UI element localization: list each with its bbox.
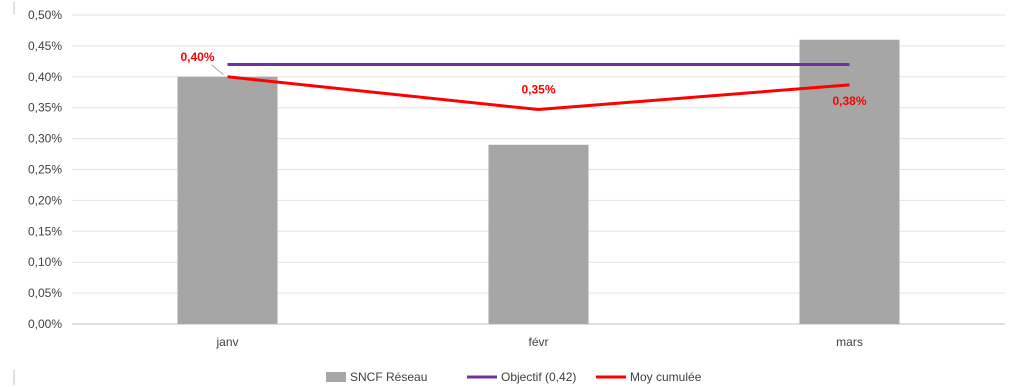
legend: SNCF Réseau Objectif (0,42) Moy cumulée [326,370,702,384]
y-tick-label: 0,40% [28,70,62,84]
legend-label: SNCF Réseau [350,370,427,384]
bar-series [177,39,900,324]
x-category-label: janv [215,335,238,349]
bar-févr [488,144,589,324]
y-tick-label: 0,25% [28,163,62,177]
legend-label: Moy cumulée [630,370,702,384]
y-tick-label: 0,50% [28,8,62,22]
x-axis: janv févr mars [215,335,862,349]
line-series [227,62,850,112]
y-tick-label: 0,45% [28,39,62,53]
bar-mars [799,39,900,324]
data-labels: 0,40% 0,35% 0,38% [180,50,866,108]
y-axis: 0,00% 0,05% 0,10% 0,15% 0,20% 0,25% 0,30% 0,35%… [28,8,62,331]
legend-label: Objectif (0,42) [501,370,576,384]
moy-cumulee-data-label: 0,40% [180,50,214,64]
y-tick-label: 0,05% [28,286,62,300]
y-tick-label: 0,35% [28,101,62,115]
x-category-label: févr [528,335,548,349]
bar-janv [177,76,278,324]
y-tick-label: 0,15% [28,224,62,238]
moy-cumulee-line [227,75,850,112]
legend-swatch-bar [326,372,346,382]
moy-cumulee-data-label: 0,38% [832,94,866,108]
y-tick-label: 0,00% [28,317,62,331]
y-tick-label: 0,10% [28,255,62,269]
x-category-label: mars [836,335,863,349]
y-tick-label: 0,30% [28,132,62,146]
data-label-leader [211,64,224,76]
y-tick-label: 0,20% [28,193,62,207]
moy-cumulee-data-label: 0,35% [521,83,555,97]
